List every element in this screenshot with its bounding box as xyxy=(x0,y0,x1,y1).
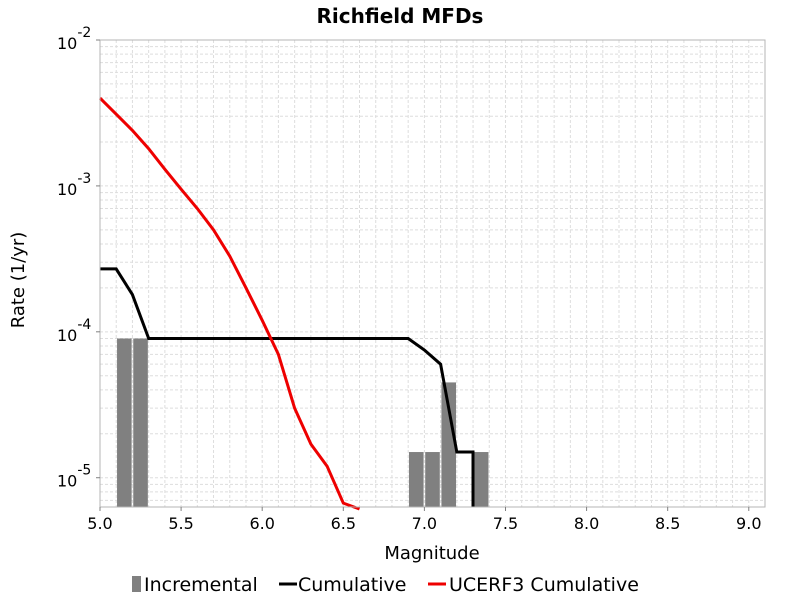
cumulative-line xyxy=(100,267,475,507)
series-lines xyxy=(98,97,475,511)
ucerf3-cumulative-line xyxy=(98,97,361,511)
y-tick-label: 10-4 xyxy=(57,317,91,345)
legend-swatch-incremental xyxy=(132,576,141,592)
incremental-bar xyxy=(425,452,440,507)
plot-frame xyxy=(99,39,766,508)
incremental-bar xyxy=(133,338,148,507)
y-tick-label: 10-2 xyxy=(57,25,91,53)
y-tick-label: 10-5 xyxy=(57,463,91,491)
x-tick-label: 7.0 xyxy=(412,514,437,533)
grid-lines xyxy=(99,39,765,507)
plot-area xyxy=(100,40,765,507)
incremental-bar xyxy=(117,338,132,507)
legend-label-incremental: Incremental xyxy=(144,574,258,596)
x-tick-label: 5.5 xyxy=(168,514,193,533)
x-tick-label: 8.0 xyxy=(574,514,599,533)
x-tick-label: 6.0 xyxy=(249,514,274,533)
x-axis-ticks: 5.0 5.5 6.0 6.5 7.0 7.5 8.0 8.5 9.0 xyxy=(87,507,762,533)
incremental-bar xyxy=(473,452,489,507)
incremental-bars xyxy=(117,338,489,507)
legend: Incremental Cumulative UCERF3 Cumulative xyxy=(132,574,639,596)
x-tick-label: 6.5 xyxy=(331,514,356,533)
x-tick-label: 7.5 xyxy=(493,514,518,533)
x-tick-label: 9.0 xyxy=(736,514,761,533)
y-axis-label: Rate (1/yr) xyxy=(8,232,29,329)
x-axis-label: Magnitude xyxy=(384,543,479,564)
y-axis-ticks: 10-5 10-4 10-3 10-2 xyxy=(57,25,100,491)
x-tick-label: 8.5 xyxy=(655,514,680,533)
incremental-bar xyxy=(408,452,424,507)
legend-label-cumulative: Cumulative xyxy=(298,574,406,596)
y-tick-label: 10-3 xyxy=(57,171,91,199)
chart-title: Richfield MFDs xyxy=(317,4,484,28)
legend-label-ucerf3: UCERF3 Cumulative xyxy=(449,574,639,596)
incremental-bar xyxy=(441,382,457,507)
x-tick-label: 5.0 xyxy=(87,514,112,533)
